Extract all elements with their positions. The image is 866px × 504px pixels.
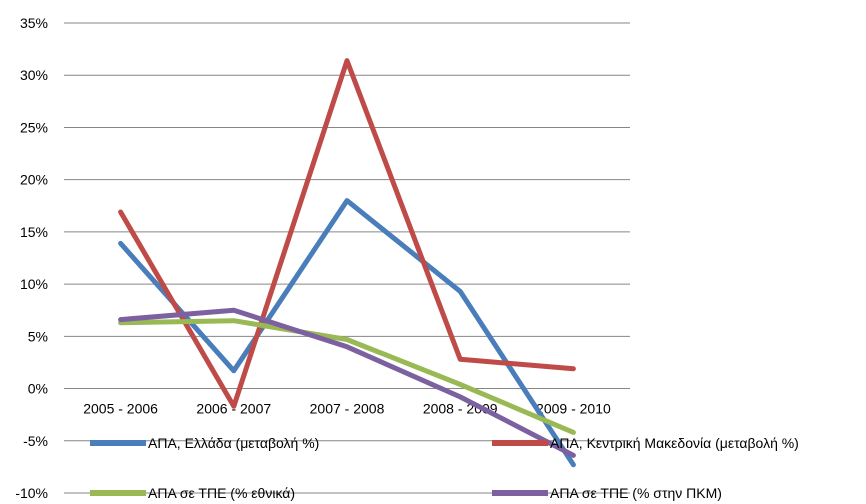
- y-tick-label: 0%: [28, 381, 48, 397]
- y-tick-label: 5%: [28, 328, 48, 344]
- series-line: [118, 58, 576, 409]
- y-tick-label: 15%: [20, 224, 48, 240]
- x-tick-label: 2009 - 2010: [536, 401, 611, 417]
- legend-label: ΑΠΑ, Ελλάδα (μεταβολή %): [148, 435, 319, 451]
- y-axis-ticks: 35% 30% 25% 20% 15% 10% 5% 0% -5% -10%: [15, 15, 48, 501]
- legend: ΑΠΑ, Ελλάδα (μεταβολή %) ΑΠΑ, Κεντρική Μα…: [90, 435, 799, 501]
- y-tick-label: 30%: [20, 67, 48, 83]
- x-axis-ticks: 2005 - 2006 2006 - 2007 2007 - 2008 2008 - …: [83, 401, 611, 417]
- y-tick-label: -10%: [15, 485, 48, 501]
- series-line: [118, 318, 576, 435]
- x-tick-label: 2005 - 2006: [83, 401, 158, 417]
- legend-label: ΑΠΑ σε ΤΠΕ (% στην ΠΚΜ): [550, 485, 722, 501]
- y-tick-label: 20%: [20, 172, 48, 188]
- series-lines: [118, 58, 576, 468]
- series-line: [118, 307, 576, 458]
- y-tick-label: 10%: [20, 276, 48, 292]
- y-tick-label: 25%: [20, 119, 48, 135]
- series-line: [118, 198, 576, 468]
- legend-label: ΑΠΑ, Κεντρική Μακεδονία (μεταβολή %): [550, 435, 799, 451]
- legend-label: ΑΠΑ σε ΤΠΕ (% εθνικά): [148, 485, 295, 501]
- x-tick-label: 2007 - 2008: [310, 401, 385, 417]
- y-tick-label: -5%: [23, 433, 48, 449]
- y-tick-label: 35%: [20, 15, 48, 31]
